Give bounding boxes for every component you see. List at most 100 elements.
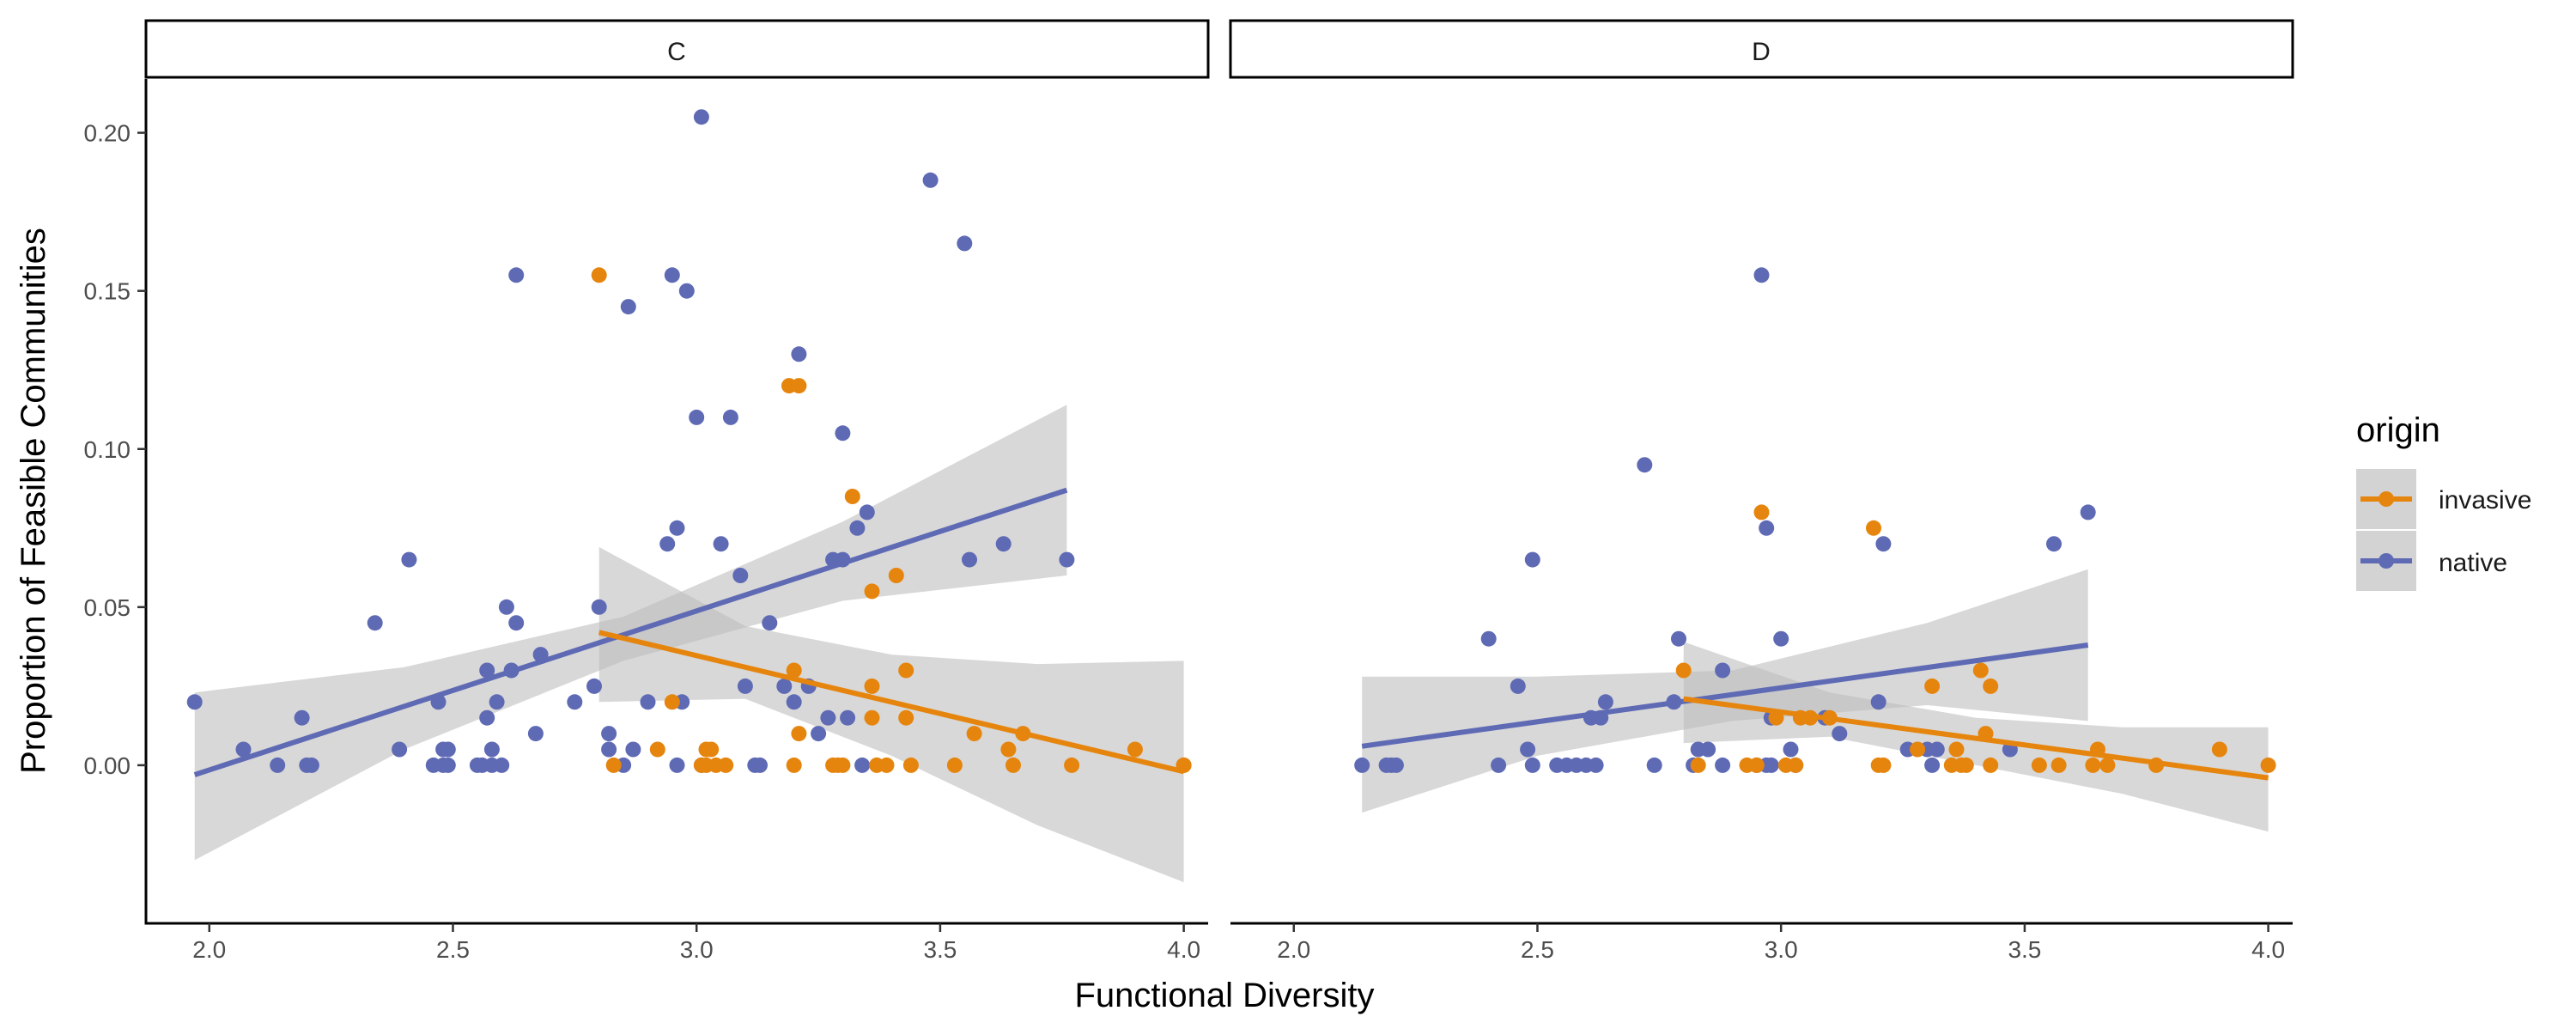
data-point-invasive xyxy=(664,694,680,710)
x-tick-label-d: 2.0 xyxy=(1277,936,1310,963)
x-tick-label-c: 3.5 xyxy=(923,936,957,963)
data-point-native xyxy=(1832,726,1848,742)
data-point-invasive xyxy=(1753,504,1770,521)
y-axis-title: Proportion of Feasible Communities xyxy=(15,228,52,774)
data-point-invasive xyxy=(1005,757,1021,773)
x-tick-label-c: 2.0 xyxy=(192,936,226,963)
data-point-invasive xyxy=(2260,757,2276,773)
data-point-native xyxy=(1637,457,1653,473)
data-point-native xyxy=(859,504,875,521)
data-point-native xyxy=(995,536,1012,552)
x-tick-label-c: 4.0 xyxy=(1167,936,1200,963)
data-point-native xyxy=(303,757,319,773)
data-point-invasive xyxy=(2211,741,2227,758)
data-point-native xyxy=(811,726,827,742)
data-point-native xyxy=(786,694,802,710)
data-point-native xyxy=(401,551,417,568)
points-invasive-c xyxy=(591,267,1192,773)
data-point-native xyxy=(392,741,408,758)
data-point-invasive xyxy=(1972,662,1989,679)
data-point-native xyxy=(922,172,939,188)
data-point-invasive xyxy=(791,378,807,394)
legend-key-point-invasive xyxy=(2379,491,2394,507)
data-point-invasive xyxy=(1788,757,1804,773)
data-point-invasive xyxy=(718,757,734,773)
y-tick-label: 0.05 xyxy=(84,594,131,621)
fit-line-invasive-c xyxy=(598,630,1185,775)
data-point-invasive xyxy=(864,678,880,694)
data-point-native xyxy=(689,409,705,425)
data-point-native xyxy=(669,757,685,773)
chart-body: 2.0 2.5 3.0 3.5 4.00.000.050.100.150.202.0 2.… xyxy=(84,19,2416,963)
data-point-invasive xyxy=(1983,678,1999,694)
data-point-native xyxy=(586,678,602,694)
data-point-invasive xyxy=(605,757,622,773)
x-axis-title: Functional Diversity xyxy=(1074,977,1374,1014)
data-point-native xyxy=(1715,662,1731,679)
data-point-invasive xyxy=(1064,757,1080,773)
data-point-native xyxy=(1597,694,1613,710)
legend-label-native: native xyxy=(2439,549,2507,577)
data-point-native xyxy=(2046,536,2062,552)
data-point-native xyxy=(1480,630,1497,647)
data-point-native xyxy=(669,520,685,536)
data-point-native xyxy=(678,283,695,299)
data-point-native xyxy=(1646,757,1662,773)
data-point-native xyxy=(479,709,495,726)
data-point-invasive xyxy=(1948,741,1965,758)
facet-strip-c xyxy=(144,19,1210,79)
data-point-native xyxy=(527,726,544,742)
data-point-invasive xyxy=(2099,757,2116,773)
panel-c: 2.0 2.5 3.0 3.5 4.0 0.00 0.05 0.10 0.15 0.20 xyxy=(84,19,1210,963)
data-point-native xyxy=(776,678,793,694)
data-point-invasive xyxy=(864,709,880,726)
legend-title: origin xyxy=(2356,411,2440,449)
data-point-native xyxy=(270,757,286,773)
data-point-native xyxy=(722,409,738,425)
data-point-native xyxy=(659,536,676,552)
data-point-native xyxy=(1875,536,1892,552)
legend-key-point-native xyxy=(2379,553,2394,569)
data-point-native xyxy=(1753,267,1770,283)
data-point-native xyxy=(752,757,768,773)
data-point-invasive xyxy=(898,662,914,679)
legend-label-invasive: invasive xyxy=(2439,486,2531,514)
data-point-invasive xyxy=(1924,678,1941,694)
data-point-native xyxy=(693,109,709,125)
data-point-invasive xyxy=(649,741,665,758)
data-point-native xyxy=(1520,741,1536,758)
data-point-invasive xyxy=(2050,757,2067,773)
data-point-native xyxy=(1388,757,1404,773)
data-point-native xyxy=(791,346,807,362)
data-point-native xyxy=(2080,504,2096,521)
data-point-invasive xyxy=(1127,741,1143,758)
facet-strip-label-c: C xyxy=(667,38,686,66)
data-point-native xyxy=(494,757,510,773)
data-point-native xyxy=(620,299,636,315)
data-point-invasive xyxy=(591,267,607,283)
data-point-native xyxy=(294,709,310,726)
points-native-c xyxy=(186,109,1075,773)
data-point-native xyxy=(713,536,729,552)
data-point-native xyxy=(483,741,500,758)
data-point-native xyxy=(854,757,871,773)
data-point-native xyxy=(737,678,753,694)
data-point-native xyxy=(508,267,525,283)
data-point-native xyxy=(1524,757,1540,773)
data-point-invasive xyxy=(1910,741,1926,758)
data-point-invasive xyxy=(966,726,982,742)
data-point-invasive xyxy=(898,709,914,726)
data-point-native xyxy=(508,615,525,631)
data-point-native xyxy=(820,709,836,726)
data-point-native xyxy=(489,694,505,710)
data-point-native xyxy=(479,662,495,679)
data-point-native xyxy=(601,741,617,758)
data-point-invasive xyxy=(2031,757,2047,773)
data-point-native xyxy=(840,709,856,726)
panel-d: 2.0 2.5 3.0 3.5 4.0 xyxy=(1229,19,2294,963)
legend xyxy=(2356,469,2416,591)
data-point-native xyxy=(1715,757,1731,773)
facet-strip-label-d: D xyxy=(1752,38,1771,66)
